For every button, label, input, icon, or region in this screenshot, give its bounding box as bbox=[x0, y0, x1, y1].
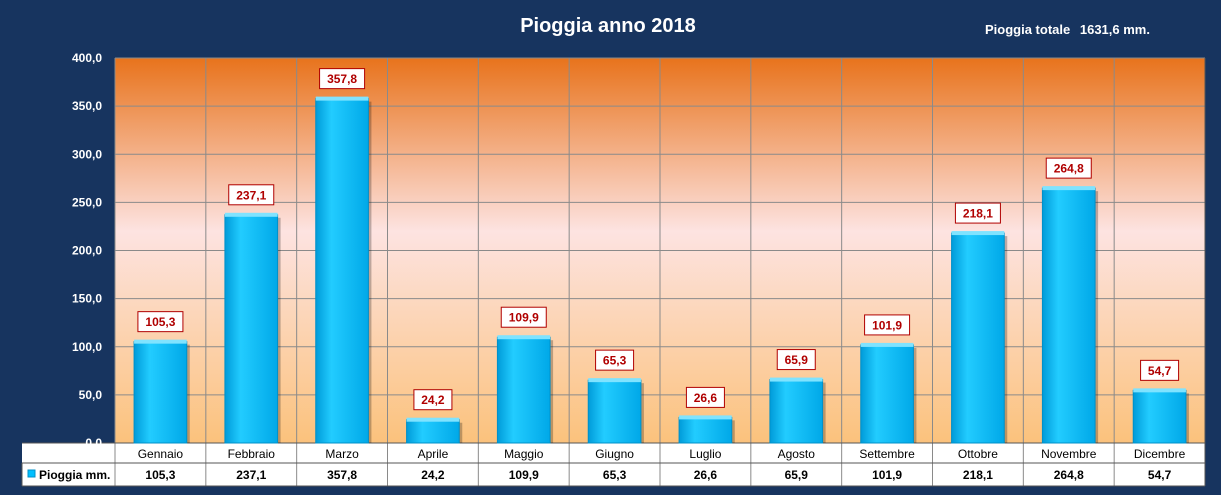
data-label-box bbox=[864, 314, 911, 336]
x-tick-label: Gennaio bbox=[138, 447, 184, 461]
y-tick-label: 100,0 bbox=[72, 340, 102, 354]
bar bbox=[951, 232, 1005, 444]
gridlines bbox=[21, 57, 1206, 487]
table-cell: 24,2 bbox=[421, 468, 445, 482]
total-rain: Pioggia totale 1631,6 mm. bbox=[985, 22, 1150, 37]
bar bbox=[587, 379, 642, 444]
y-tick-label: 250,0 bbox=[72, 195, 102, 209]
bar bbox=[224, 214, 279, 444]
bar-top bbox=[951, 231, 1005, 236]
y-tick-label: 200,0 bbox=[72, 244, 102, 258]
bar-top bbox=[224, 212, 278, 217]
total-value: 1631,6 mm. bbox=[1080, 22, 1150, 37]
bar bbox=[769, 379, 824, 444]
bar bbox=[860, 344, 914, 444]
y-tick-label: 0,0 bbox=[85, 436, 102, 450]
data-label: 357,8 bbox=[327, 72, 357, 86]
data-label: 26,6 bbox=[694, 391, 718, 405]
data-label-box bbox=[954, 202, 1001, 224]
bar-top bbox=[1042, 186, 1096, 191]
table-cell: 65,3 bbox=[603, 468, 627, 482]
table-background bbox=[22, 443, 1205, 486]
chart-title: Pioggia anno 2018 bbox=[520, 15, 696, 37]
bar bbox=[315, 98, 369, 444]
legend-swatch bbox=[27, 469, 36, 478]
data-label-box bbox=[1045, 157, 1092, 179]
data-label-box bbox=[595, 349, 635, 371]
x-tick-label: Febbraio bbox=[228, 447, 276, 461]
x-tick-label: Ottobre bbox=[958, 447, 998, 461]
data-table: Gennaio 105,3 Febbraio 237,1 Marzo 357,8 April… bbox=[27, 447, 1186, 482]
data-label-box bbox=[685, 386, 725, 408]
bar bbox=[496, 336, 551, 444]
table-cell: 105,3 bbox=[145, 468, 175, 482]
data-label: 218,1 bbox=[963, 207, 993, 221]
table-cell: 218,1 bbox=[963, 468, 993, 482]
y-tick-label: 350,0 bbox=[72, 99, 102, 113]
x-tick-label: Marzo bbox=[325, 447, 359, 461]
bar-top bbox=[406, 417, 460, 422]
bar-top bbox=[315, 96, 369, 101]
data-label-box bbox=[137, 311, 184, 333]
data-label-box bbox=[413, 389, 453, 411]
bar bbox=[406, 419, 460, 444]
x-tick-label: Aprile bbox=[418, 447, 449, 461]
x-tick-label: Settembre bbox=[859, 447, 915, 461]
y-tick-label: 50,0 bbox=[79, 388, 103, 402]
y-tick-label: 300,0 bbox=[72, 147, 102, 161]
x-tick-label: Agosto bbox=[778, 447, 816, 461]
bar-top bbox=[497, 335, 551, 340]
table-cell: 26,6 bbox=[694, 468, 718, 482]
table-cell: 357,8 bbox=[327, 468, 357, 482]
data-label-box bbox=[776, 349, 816, 371]
bar-top bbox=[860, 342, 914, 347]
table-cell: 54,7 bbox=[1148, 468, 1172, 482]
x-tick-label: Novembre bbox=[1041, 447, 1097, 461]
x-tick-label: Dicembre bbox=[1134, 447, 1186, 461]
data-label: 24,2 bbox=[421, 393, 445, 407]
y-tick-label: 150,0 bbox=[72, 292, 102, 306]
bar bbox=[1041, 187, 1096, 444]
data-label: 264,8 bbox=[1054, 162, 1084, 176]
data-label: 105,3 bbox=[145, 315, 175, 329]
data-label-box bbox=[228, 184, 275, 206]
data-label: 54,7 bbox=[1148, 364, 1172, 378]
table-cell: 109,9 bbox=[509, 468, 539, 482]
data-label-box bbox=[500, 306, 547, 328]
bars bbox=[133, 96, 1189, 444]
data-label: 109,9 bbox=[509, 311, 539, 325]
bar-top bbox=[769, 377, 823, 382]
data-labels: 105,3 237,1 357,8 24,2 109,9 65,3 26,6 65,9 101,… bbox=[137, 68, 1180, 411]
table-cell: 237,1 bbox=[236, 468, 266, 482]
bar bbox=[133, 341, 188, 444]
bar bbox=[678, 416, 733, 444]
bar-top bbox=[134, 339, 187, 344]
data-label-box bbox=[319, 68, 366, 90]
bar-top bbox=[588, 378, 641, 383]
x-tick-label: Maggio bbox=[504, 447, 544, 461]
legend-label: Pioggia mm. bbox=[39, 468, 110, 482]
data-label: 237,1 bbox=[236, 188, 266, 202]
total-label: Pioggia totale bbox=[985, 22, 1070, 37]
y-tick-label: 400,0 bbox=[72, 51, 102, 65]
x-tick-label: Giugno bbox=[595, 447, 634, 461]
data-label: 101,9 bbox=[872, 318, 902, 332]
data-label: 65,3 bbox=[603, 354, 627, 368]
bar-top bbox=[1133, 388, 1186, 393]
data-label-box bbox=[1140, 359, 1180, 381]
y-axis: 0,0 50,0 100,0 150,0 200,0 250,0 300,0 350,0 400… bbox=[72, 51, 102, 450]
bar bbox=[1132, 389, 1187, 444]
table-cell: 101,9 bbox=[872, 468, 902, 482]
table-cell: 264,8 bbox=[1054, 468, 1084, 482]
table-cell: 65,9 bbox=[785, 468, 809, 482]
bar-top bbox=[679, 415, 732, 420]
x-tick-label: Luglio bbox=[689, 447, 721, 461]
data-label: 65,9 bbox=[785, 353, 809, 367]
